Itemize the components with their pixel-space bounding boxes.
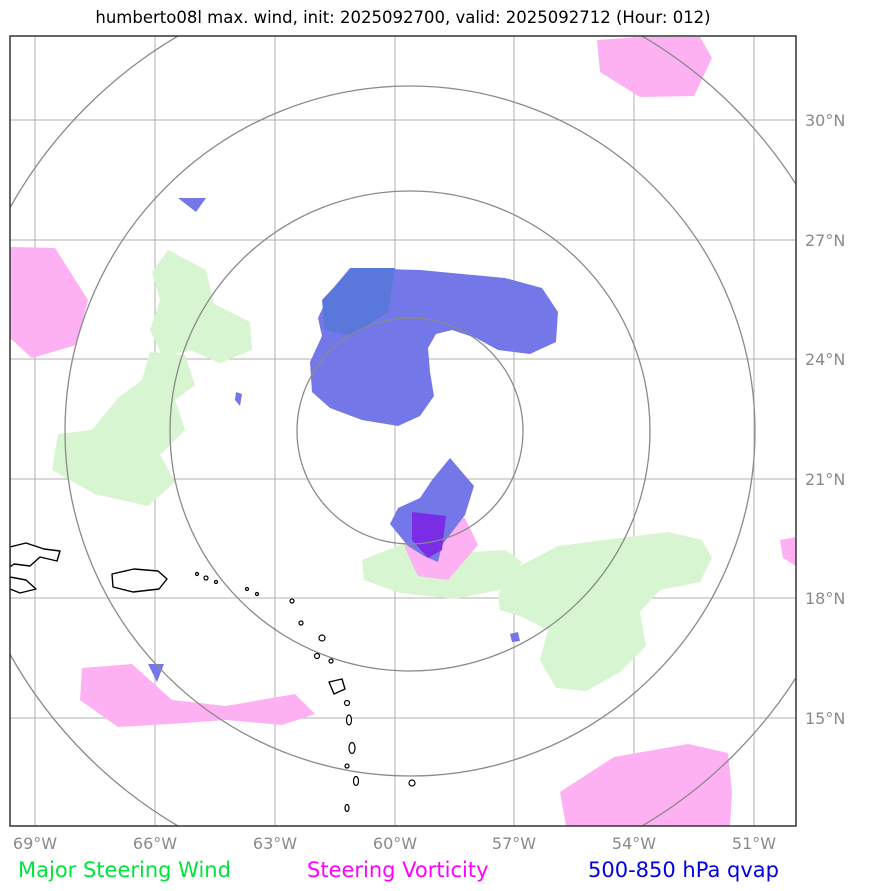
axis-tick-label-layer: 69°W 66°W 63°W 60°W 57°W 54°W 51°W 30°N 27°N 24°N… [13, 111, 845, 853]
range-ring-1 [296, 317, 524, 545]
lat-tick-label: 27°N [805, 231, 845, 250]
lon-tick-label: 60°W [373, 834, 417, 853]
qvap-speck-west [235, 392, 242, 406]
barbados [408, 779, 416, 787]
leeward-island-2 [254, 591, 260, 597]
legend-major-steering-wind: Major Steering Wind [18, 858, 231, 882]
leeward-island-1 [244, 586, 250, 592]
vorticity-area-east-edge [780, 537, 796, 566]
hispaniola-southeast-coast [10, 576, 37, 594]
lon-tick-label: 57°W [492, 834, 536, 853]
lesser-antilles-island-2 [298, 620, 304, 626]
st-vincent [344, 803, 350, 813]
lon-tick-label: 69°W [13, 834, 57, 853]
steering-wind-area-east [498, 532, 712, 691]
lesser-antilles-island-4 [313, 652, 321, 660]
lat-tick-label: 18°N [805, 589, 845, 608]
range-ring-2 [169, 190, 651, 672]
lesser-antilles-island-6 [343, 699, 351, 707]
steering-wind-area-northwest [150, 250, 252, 363]
lat-tick-label: 24°N [805, 350, 845, 369]
qvap-speck-southeast [510, 632, 520, 642]
qvap-area-south-of-center [390, 458, 474, 562]
lat-tick-label: 15°N [805, 709, 845, 728]
lesser-antilles-island-3 [318, 634, 326, 642]
lat-tick-label: 21°N [805, 470, 845, 489]
map-border [9, 35, 797, 827]
guadeloupe [328, 678, 346, 695]
lat-tick-label: 30°N [805, 111, 845, 130]
hispaniola-east-coast [10, 542, 61, 568]
virgin-island-1 [194, 571, 200, 577]
legend-qvap: 500-850 hPa qvap [588, 858, 779, 882]
vorticity-area-top-right [597, 37, 712, 97]
virgin-island-2 [203, 575, 209, 581]
lesser-antilles-island-7 [344, 763, 350, 769]
lon-tick-label: 66°W [133, 834, 177, 853]
range-ring-3 [64, 85, 756, 777]
lon-tick-label: 51°W [732, 834, 776, 853]
legend: Major Steering Wind Steering Vorticity 5… [18, 858, 779, 882]
st-lucia [352, 775, 360, 787]
puerto-rico [111, 568, 168, 593]
vorticity-area-southwest [80, 664, 315, 727]
map-frame-layer [9, 35, 797, 827]
legend-steering-vorticity: Steering Vorticity [307, 858, 489, 882]
virgin-island-3 [213, 579, 219, 585]
vorticity-area-west-edge [10, 247, 88, 358]
steering-wind-area-west [52, 352, 195, 506]
qvap-vorticity-overlap [412, 512, 446, 558]
figure-title: humberto08l max. wind, init: 2025092700,… [95, 8, 710, 27]
lesser-antilles-island-1 [289, 598, 295, 604]
lon-tick-label: 54°W [612, 834, 656, 853]
martinique [348, 741, 356, 755]
lon-tick-label: 63°W [253, 834, 297, 853]
qvap-speck-southwest [148, 664, 164, 682]
dominica [345, 714, 353, 726]
coastline-layer [10, 542, 416, 813]
qvap-speck-northwest [178, 198, 206, 212]
lesser-antilles-island-5 [328, 658, 334, 664]
qvap-area-main-dense [322, 268, 395, 336]
vorticity-area-southeast [560, 744, 732, 826]
data-patch-layer [10, 37, 796, 826]
